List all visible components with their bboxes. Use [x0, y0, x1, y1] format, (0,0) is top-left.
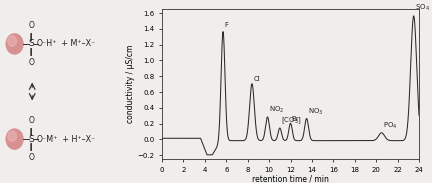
Text: S: S [29, 135, 34, 144]
Text: S: S [29, 39, 34, 48]
Circle shape [6, 129, 23, 149]
Circle shape [8, 131, 16, 141]
Text: NO$_3$: NO$_3$ [308, 107, 323, 117]
Text: O: O [37, 39, 43, 48]
Circle shape [6, 34, 23, 54]
Y-axis label: conductivity / µS/cm: conductivity / µS/cm [126, 45, 135, 123]
Text: O: O [29, 116, 35, 125]
X-axis label: retention time / min: retention time / min [252, 175, 329, 183]
Text: SO$_4$: SO$_4$ [415, 3, 429, 13]
Text: O: O [37, 135, 43, 144]
Text: O: O [29, 21, 35, 30]
Text: O: O [29, 58, 35, 67]
Text: ⁻H⁺  + M⁺–X⁻: ⁻H⁺ + M⁺–X⁻ [42, 39, 96, 48]
Text: Br: Br [292, 116, 299, 122]
Text: F: F [225, 23, 229, 29]
Text: [CO$_3$]: [CO$_3$] [281, 116, 302, 126]
Text: PO$_4$: PO$_4$ [383, 121, 398, 131]
Text: O: O [29, 153, 35, 162]
Text: Cl: Cl [254, 76, 260, 82]
Circle shape [8, 36, 16, 46]
Text: ⁻M⁺  + H⁺–X⁻: ⁻M⁺ + H⁺–X⁻ [42, 135, 96, 144]
Text: NO$_2$: NO$_2$ [269, 105, 284, 115]
